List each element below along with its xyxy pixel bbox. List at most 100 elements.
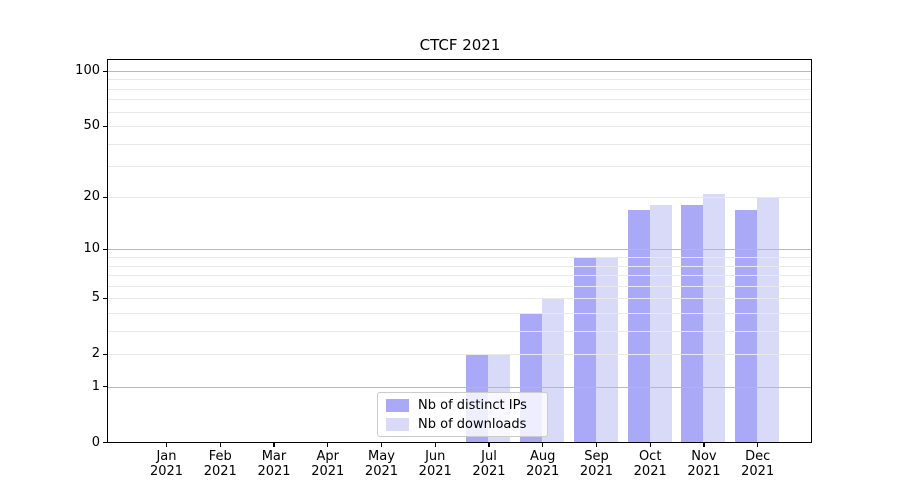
x-tick-year: 2021 (257, 464, 291, 479)
x-tick-year: 2021 (633, 464, 667, 479)
y-tick-label: 2 (91, 346, 100, 362)
y-tick-mark (103, 353, 107, 355)
x-tick-label: Mar 2021 (246, 449, 302, 479)
y-tick-mark (103, 125, 107, 127)
x-tick-label: Nov 2021 (676, 449, 732, 479)
x-tick-label: May 2021 (353, 449, 409, 479)
y-tick-label: 100 (75, 63, 100, 79)
x-tick-label: Oct 2021 (622, 449, 678, 479)
x-tick-year: 2021 (526, 464, 560, 479)
x-tick-mark (327, 443, 329, 447)
legend-item-downloads: Nb of downloads (386, 417, 547, 432)
bar-downloads-nov (703, 193, 726, 443)
y-tick-label: 0 (91, 434, 100, 450)
legend-item-distinct-ips: Nb of distinct IPs (386, 398, 547, 413)
minor-gridline (108, 79, 811, 80)
x-tick-month: Jun (425, 449, 446, 464)
y-tick-mark (103, 386, 107, 388)
x-tick-mark (488, 443, 490, 447)
x-tick-label: Jan 2021 (139, 449, 195, 479)
minor-gridline (108, 126, 811, 127)
x-tick-month: Feb (208, 449, 232, 464)
x-tick-year: 2021 (311, 464, 345, 479)
minor-gridline (108, 144, 811, 145)
minor-gridline (108, 89, 811, 90)
x-tick-label: Feb 2021 (192, 449, 248, 479)
legend-label-downloads: Nb of downloads (418, 416, 527, 432)
x-tick-mark (703, 443, 705, 447)
x-tick-month: Apr (316, 449, 339, 464)
x-tick-year: 2021 (364, 464, 399, 479)
x-tick-year: 2021 (149, 464, 184, 479)
x-tick-label: Jul 2021 (461, 449, 517, 479)
bar-ips-oct (627, 209, 650, 443)
minor-gridline (108, 354, 811, 355)
legend-label-distinct-ips: Nb of distinct IPs (418, 397, 527, 413)
minor-gridline (108, 99, 811, 100)
bar-ips-sep (573, 257, 596, 443)
chart-title: CTCF 2021 (419, 36, 501, 54)
x-tick-mark (380, 443, 383, 447)
minor-gridline (108, 166, 811, 167)
x-tick-month: Dec (745, 449, 771, 464)
y-tick-label: 5 (91, 290, 100, 306)
x-tick-month: Jul (481, 449, 497, 464)
x-tick-mark (649, 443, 651, 447)
x-tick-label: Jun 2021 (407, 449, 463, 479)
x-tick-year: 2021 (741, 464, 775, 479)
minor-gridline (108, 331, 811, 332)
y-tick-mark (103, 297, 107, 299)
bar-ips-nov (681, 205, 704, 443)
legend-swatch-downloads (386, 417, 409, 431)
x-tick-year: 2021 (472, 464, 506, 479)
minor-gridline (108, 275, 811, 276)
y-tick-mark (103, 196, 107, 199)
x-tick-month: Nov (691, 449, 717, 464)
x-tick-label: Apr 2021 (300, 449, 356, 479)
minor-gridline (108, 257, 811, 258)
minor-gridline (108, 313, 811, 314)
minor-gridline (108, 112, 811, 113)
x-tick-mark (595, 443, 598, 447)
y-tick-label: 50 (83, 118, 100, 134)
minor-gridline (108, 298, 811, 299)
minor-gridline (108, 197, 811, 198)
x-tick-year: 2021 (418, 464, 452, 479)
x-tick-mark (219, 443, 221, 447)
major-gridline (108, 249, 811, 250)
bar-downloads-oct (649, 205, 672, 443)
x-tick-month: Mar (261, 449, 287, 464)
y-tick-label: 1 (91, 378, 100, 394)
x-tick-year: 2021 (579, 464, 613, 479)
x-tick-month: Oct (638, 449, 662, 464)
x-tick-month: Sep (584, 449, 609, 464)
x-tick-mark (273, 443, 275, 447)
x-tick-mark (434, 443, 436, 447)
bar-ips-dec (735, 209, 758, 443)
y-tick-mark (103, 442, 107, 444)
y-tick-mark (103, 70, 107, 72)
major-gridline (108, 387, 811, 388)
legend: Nb of distinct IPs Nb of downloads (377, 392, 548, 437)
bar-downloads-sep (595, 257, 618, 443)
x-tick-label: Aug 2021 (515, 449, 571, 479)
x-tick-label: Sep 2021 (568, 449, 624, 479)
bar-downloads-dec (757, 197, 780, 443)
x-tick-year: 2021 (203, 464, 237, 479)
major-gridline (108, 71, 811, 72)
x-tick-label: Dec 2021 (730, 449, 786, 479)
legend-swatch-distinct-ips (386, 398, 409, 412)
x-tick-mark (757, 443, 759, 447)
x-tick-month: Aug (530, 449, 556, 464)
x-tick-month: Jan (156, 449, 177, 464)
x-tick-month: May (368, 449, 395, 464)
minor-gridline (108, 266, 811, 267)
x-tick-mark (542, 443, 544, 447)
y-tick-mark (103, 248, 107, 251)
y-tick-label: 20 (83, 189, 100, 205)
y-tick-label: 10 (83, 241, 100, 257)
x-tick-year: 2021 (687, 464, 721, 479)
x-tick-mark (166, 443, 168, 447)
minor-gridline (108, 286, 811, 287)
